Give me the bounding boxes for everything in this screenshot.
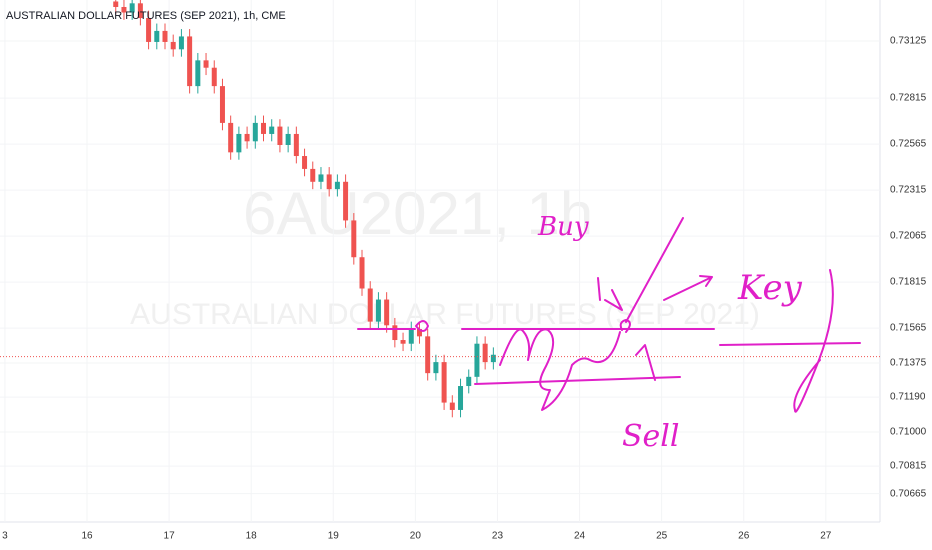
drawings xyxy=(357,217,861,413)
candle-body xyxy=(203,60,209,68)
candle-body xyxy=(343,181,349,221)
candle-body xyxy=(433,362,439,374)
candle-body xyxy=(269,126,275,134)
candle-body xyxy=(244,133,250,142)
x-tick-label: 3 xyxy=(2,531,8,542)
x-tick-label: 24 xyxy=(574,531,586,542)
x-tick-label: 17 xyxy=(164,531,176,542)
candle-body xyxy=(236,133,242,153)
arrow-scribble xyxy=(597,217,684,381)
candle-body xyxy=(154,30,160,42)
candle-body xyxy=(474,343,480,377)
level-line xyxy=(474,342,861,385)
candle-body xyxy=(441,362,447,403)
candle-body xyxy=(129,3,135,13)
candle-body xyxy=(482,343,488,363)
candle-body xyxy=(146,18,152,42)
x-tick-label: 26 xyxy=(738,531,750,542)
y-tick-label: 0.72315 xyxy=(890,185,927,196)
candle-body xyxy=(334,181,340,190)
candle-body xyxy=(416,328,422,337)
candle-body xyxy=(178,36,184,50)
x-tick-label: 20 xyxy=(410,531,422,542)
candle-body xyxy=(367,288,373,322)
y-tick-label: 0.72565 xyxy=(890,139,927,150)
candle-body xyxy=(458,386,464,410)
candle-body xyxy=(261,122,267,134)
candle-body xyxy=(121,6,127,13)
candle-body xyxy=(277,126,283,145)
candle-body xyxy=(392,325,398,341)
candle-body xyxy=(326,174,332,190)
y-tick-label: 0.71190 xyxy=(890,392,926,403)
chart-title: AUSTRALIAN DOLLAR FUTURES (SEP 2021), 1h… xyxy=(6,10,286,22)
x-tick-label: 25 xyxy=(656,531,668,542)
watermark-name: AUSTRALIAN DOLLAR FUTURES (SEP 2021) xyxy=(130,298,760,331)
wave-scribble xyxy=(499,328,621,411)
buy-annotation: Buy xyxy=(537,212,589,242)
x-tick-label: 16 xyxy=(81,531,93,542)
y-tick-label: 0.70815 xyxy=(890,461,927,472)
candle-body xyxy=(466,376,472,387)
x-tick-label: 27 xyxy=(820,531,832,542)
candle-body xyxy=(359,257,365,289)
candle-body xyxy=(449,402,455,410)
candle-body xyxy=(293,133,299,157)
key-annotation: Key xyxy=(737,268,803,308)
x-tick-label: 18 xyxy=(246,531,258,542)
candle-body xyxy=(384,299,390,326)
plot xyxy=(0,0,880,522)
y-tick-label: 0.73125 xyxy=(890,36,927,47)
candle-body xyxy=(252,122,258,142)
candle-body xyxy=(310,168,316,182)
candle-body xyxy=(219,86,225,123)
candle-body xyxy=(113,1,119,7)
candle-body xyxy=(425,336,431,374)
candle-body xyxy=(170,41,176,50)
candle-body xyxy=(490,354,496,363)
x-tick-label: 23 xyxy=(492,531,504,542)
tail-scribble xyxy=(793,269,834,413)
candle-body xyxy=(318,174,324,182)
candle-body xyxy=(187,36,193,87)
y-tick-label: 0.71375 xyxy=(890,358,927,369)
candle-body xyxy=(162,30,168,42)
circle xyxy=(415,320,429,332)
candle-body xyxy=(211,67,217,87)
y-tick-label: 0.71815 xyxy=(890,277,927,288)
candle-body xyxy=(195,60,201,87)
y-tick-label: 0.72065 xyxy=(890,231,927,242)
y-tick-label: 0.72815 xyxy=(890,93,927,104)
candle-body xyxy=(375,299,381,322)
sell-annotation: Sell xyxy=(622,419,680,454)
candle-body xyxy=(400,340,406,344)
candle-body xyxy=(285,133,291,145)
candle-body xyxy=(408,328,414,344)
y-tick-label: 0.71000 xyxy=(890,427,927,438)
candle-body xyxy=(302,156,308,169)
arrow xyxy=(663,275,713,301)
y-tick-label: 0.71565 xyxy=(890,323,927,334)
candle-body xyxy=(351,220,357,258)
candle-body xyxy=(137,3,143,19)
y-tick-label: 0.70665 xyxy=(890,488,927,499)
x-tick-label: 19 xyxy=(328,531,340,542)
candle-body xyxy=(228,122,234,153)
